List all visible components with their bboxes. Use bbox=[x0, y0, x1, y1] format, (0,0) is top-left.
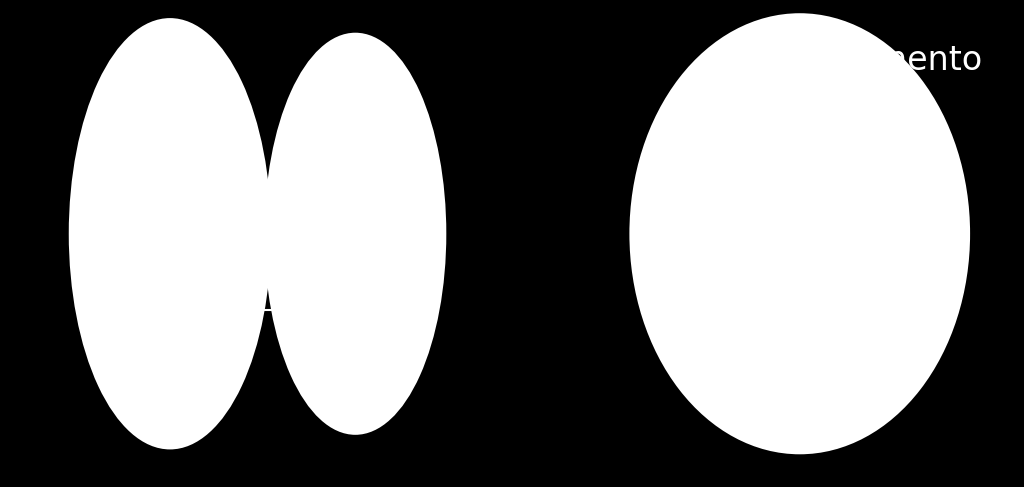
Text: B: B bbox=[332, 42, 354, 75]
Ellipse shape bbox=[631, 15, 969, 453]
Ellipse shape bbox=[70, 19, 270, 448]
Text: Relacionamento: Relacionamento bbox=[714, 44, 983, 77]
Text: A: A bbox=[127, 42, 150, 75]
Ellipse shape bbox=[265, 34, 444, 433]
